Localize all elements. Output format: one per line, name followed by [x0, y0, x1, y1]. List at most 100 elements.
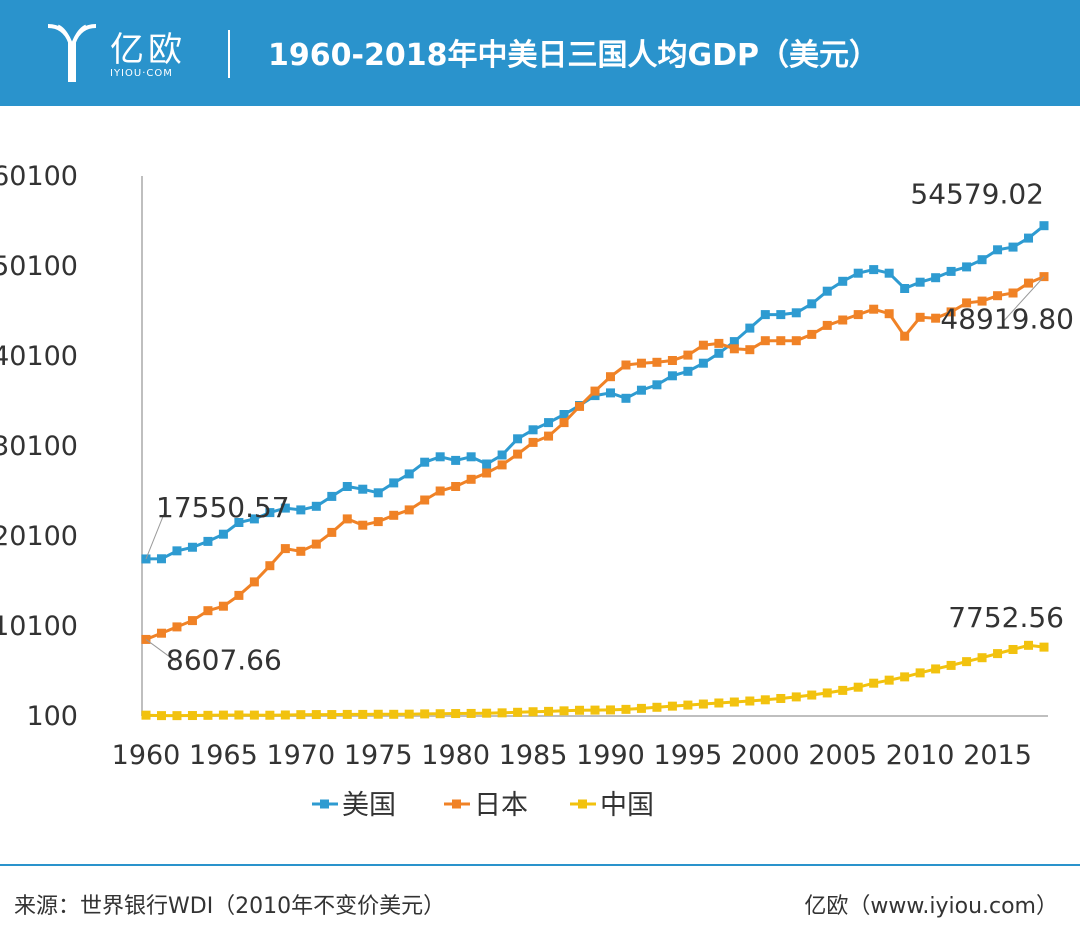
data-point-japan — [234, 590, 244, 600]
data-point-japan — [1024, 278, 1034, 288]
data-point-usa — [993, 245, 1003, 255]
data-point-china — [1008, 644, 1018, 654]
data-point-japan — [482, 468, 492, 478]
data-point-usa — [203, 536, 213, 546]
data-point-china — [451, 709, 461, 719]
data-point-china — [729, 697, 739, 707]
data-point-usa — [296, 505, 306, 515]
data-point-usa — [884, 268, 894, 278]
data-point-usa — [342, 482, 352, 491]
x-tick-label: 1985 — [499, 740, 568, 771]
data-point-usa — [218, 529, 228, 539]
y-tick-label: 10100 — [0, 611, 78, 642]
data-point-japan — [962, 298, 972, 308]
data-point-japan — [590, 386, 600, 396]
data-label: 54579.02 — [910, 178, 1044, 211]
data-point-japan — [575, 401, 585, 411]
data-point-china — [466, 708, 476, 718]
data-point-usa — [621, 393, 631, 403]
data-point-japan — [435, 486, 445, 496]
data-point-china — [683, 700, 693, 710]
data-point-usa — [962, 262, 972, 272]
series-china — [141, 640, 1049, 721]
data-point-usa — [760, 310, 770, 320]
data-point-japan — [884, 309, 894, 319]
data-point-japan — [838, 315, 848, 325]
y-tick-label: 50100 — [0, 251, 78, 282]
data-point-usa — [156, 554, 166, 564]
data-point-usa — [1024, 233, 1034, 243]
data-point-japan — [389, 510, 399, 520]
data-point-usa — [544, 418, 554, 428]
data-point-japan — [296, 546, 306, 556]
data-point-japan — [187, 616, 197, 626]
data-point-china — [544, 706, 554, 716]
data-point-usa — [714, 348, 724, 358]
data-point-usa — [636, 385, 646, 395]
data-point-usa — [807, 299, 817, 309]
data-point-china — [714, 698, 724, 708]
data-point-usa — [373, 488, 383, 498]
data-point-usa — [915, 277, 925, 287]
data-point-china — [311, 710, 321, 720]
data-point-usa — [667, 371, 677, 381]
data-point-japan — [544, 431, 554, 441]
data-point-usa — [513, 434, 523, 444]
data-point-usa — [931, 273, 941, 283]
data-point-usa — [559, 410, 569, 419]
data-point-usa — [977, 255, 987, 265]
data-point-japan — [528, 437, 538, 447]
data-point-china — [249, 710, 259, 720]
data-point-japan — [513, 449, 523, 459]
data-point-china — [776, 693, 786, 703]
data-point-usa — [698, 358, 708, 368]
publisher-credit: 亿欧（www.iyiou.com） — [804, 894, 1058, 919]
data-point-japan — [791, 336, 801, 346]
data-point-china — [156, 711, 166, 721]
data-point-china — [373, 709, 383, 719]
x-tick-label: 1965 — [189, 740, 258, 771]
data-point-japan — [853, 310, 863, 320]
data-point-china — [327, 710, 337, 720]
data-point-japan — [745, 345, 755, 355]
data-point-china — [853, 682, 863, 692]
data-point-china — [389, 709, 399, 719]
data-point-usa — [404, 469, 414, 479]
data-point-china — [900, 672, 910, 682]
annotation-leader — [145, 508, 167, 560]
data-label: 7752.56 — [948, 601, 1064, 634]
data-point-china — [605, 705, 615, 715]
data-point-china — [404, 709, 414, 719]
data-point-japan — [698, 340, 708, 350]
data-point-japan — [822, 320, 832, 330]
data-point-usa — [466, 452, 476, 462]
chart-axes — [141, 176, 1048, 717]
data-point-japan — [900, 331, 910, 341]
data-point-japan — [977, 296, 987, 306]
x-tick-label: 1980 — [421, 740, 490, 771]
chart-ticks: 100 10100 20100 30100 40100 50100 60100 1960 196… — [0, 161, 1032, 771]
data-point-japan — [156, 628, 166, 638]
annotation-leader — [145, 639, 177, 662]
data-point-japan — [683, 350, 693, 360]
data-point-japan — [249, 577, 259, 587]
data-point-usa — [652, 380, 662, 390]
x-tick-label: 1990 — [576, 740, 645, 771]
y-tick-label: 40100 — [0, 341, 78, 372]
data-point-china — [203, 710, 213, 720]
data-point-usa — [482, 459, 492, 469]
data-point-japan — [497, 460, 507, 470]
data-point-usa — [791, 308, 801, 318]
chart-legend: 美国 日本 中国 — [312, 790, 654, 821]
data-point-japan — [652, 357, 662, 367]
legend-marker-china — [578, 799, 587, 809]
data-point-usa — [358, 484, 368, 494]
data-point-china — [141, 710, 151, 720]
data-point-japan — [931, 313, 941, 323]
data-point-china — [745, 696, 755, 706]
data-point-usa — [838, 276, 848, 286]
data-point-china — [915, 668, 925, 678]
data-point-china — [528, 707, 538, 717]
data-point-china — [977, 653, 987, 663]
data-point-china — [621, 704, 631, 714]
